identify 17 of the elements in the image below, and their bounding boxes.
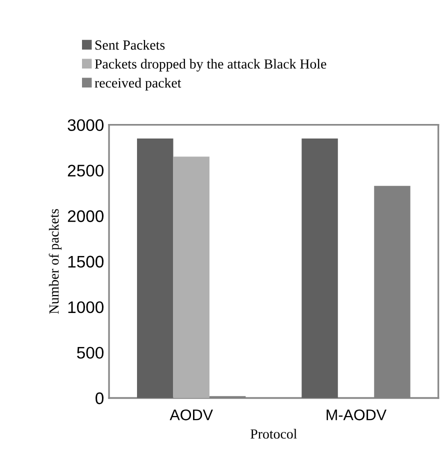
legend-label: Sent Packets	[95, 40, 165, 50]
legend-label: Packets dropped by the attack Black Hole	[94, 58, 326, 72]
bar	[302, 138, 338, 398]
y-tick-label: 2000	[68, 210, 104, 222]
x-axis-title: Protocol	[250, 428, 297, 439]
legend-label: received packet	[94, 78, 182, 90]
y-tick-label: 0	[96, 392, 104, 404]
y-tick-label: 1500	[68, 256, 104, 268]
y-tick-label: 2500	[68, 164, 104, 177]
bar	[173, 156, 210, 398]
x-tick-label: AODV	[170, 410, 213, 420]
y-tick-label: 1000	[68, 301, 104, 314]
y-axis-title: Number of packets	[48, 209, 62, 314]
y-tick-label: 500	[77, 346, 104, 359]
x-tick-label: M-AODV	[326, 410, 386, 420]
y-tick-label: 3000	[68, 119, 104, 132]
bar	[137, 138, 174, 398]
